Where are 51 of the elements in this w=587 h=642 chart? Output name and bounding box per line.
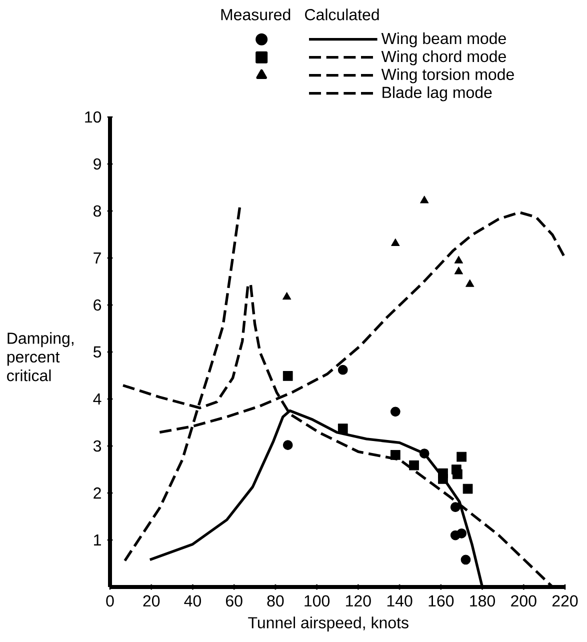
point [419, 448, 430, 458]
y-tick-label: 8 [94, 205, 102, 217]
x-tick-label: 160 [428, 595, 454, 607]
x-tick-label: 100 [304, 595, 330, 607]
point [420, 196, 429, 204]
y-tick-label: 1 [94, 534, 101, 546]
x-tick-label: 60 [226, 595, 242, 607]
y-tick-label: 10 [85, 111, 102, 123]
text: Measured [221, 8, 290, 20]
point [466, 279, 474, 287]
point [391, 238, 400, 246]
x-tick-label: 0 [106, 595, 114, 607]
point [390, 406, 400, 417]
point [338, 364, 348, 375]
y-tick-label: 5 [93, 346, 102, 358]
point [456, 528, 467, 538]
legend-label: Wing torsion mode [381, 68, 514, 84]
point [282, 440, 293, 450]
point [454, 266, 464, 274]
point [282, 371, 293, 381]
point [462, 484, 473, 494]
y-tick-label: 6 [94, 299, 102, 311]
y-tick-label: 2 [94, 487, 101, 499]
x-tick-label: 180 [470, 595, 495, 607]
x-tick-label: 200 [511, 595, 536, 607]
text: Calculated [305, 8, 379, 20]
point [438, 474, 448, 484]
legend-label: Blade lag mode [382, 86, 492, 102]
x-tick-label: 120 [346, 595, 371, 607]
point [452, 469, 462, 480]
point [338, 424, 348, 434]
point [454, 256, 464, 264]
point [456, 452, 467, 462]
x-tick-label: 40 [184, 595, 202, 607]
point [409, 460, 419, 470]
legend-label: Wing chord mode [381, 50, 506, 66]
point [390, 450, 400, 460]
point [460, 554, 471, 565]
x-tick-label: 140 [387, 595, 412, 607]
x-tick-label: 80 [267, 595, 284, 607]
x-tick-label: 20 [143, 595, 160, 607]
point [282, 292, 292, 300]
y-tick-label: 4 [93, 394, 102, 404]
y-tick-label: 7 [94, 252, 101, 264]
y-tick-label: 9 [94, 158, 101, 170]
x-tick-label: 220 [552, 595, 578, 607]
point [450, 502, 460, 512]
x-axis-title: Tunnel airspeed, knots [248, 616, 408, 632]
y-axis-title: Damping, percent critical [7, 332, 74, 382]
y-tick-label: 3 [93, 440, 102, 452]
legend-label: Wing beam mode [381, 32, 506, 48]
